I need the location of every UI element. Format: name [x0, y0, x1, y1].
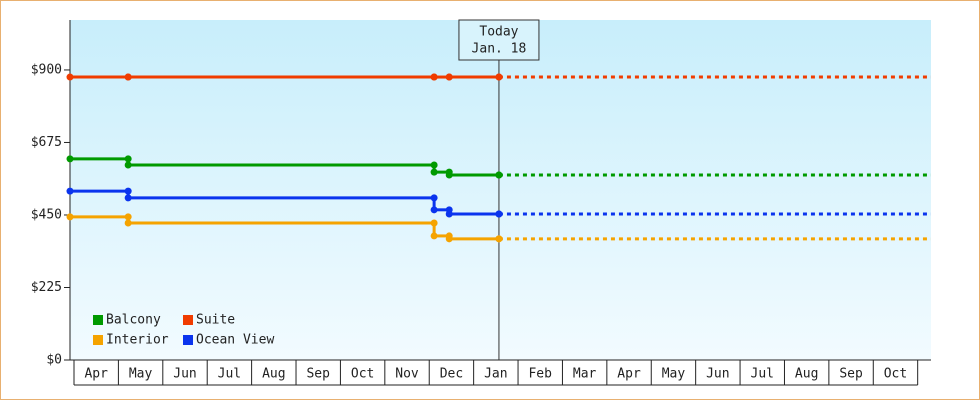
x-tick-label: Sep: [839, 367, 863, 382]
point: [495, 235, 503, 243]
y-tick-label: $675: [31, 135, 62, 150]
point: [495, 171, 503, 179]
point: [124, 73, 132, 81]
legend-swatch: [93, 315, 103, 325]
point: [430, 168, 438, 176]
point: [66, 187, 74, 195]
x-tick-label: Jul: [218, 367, 241, 382]
y-tick-label: $225: [31, 280, 62, 295]
legend-label: Suite: [196, 313, 235, 328]
legend-swatch: [93, 335, 103, 345]
x-tick-label: Aug: [795, 367, 818, 382]
y-tick-label: $900: [31, 62, 62, 77]
point: [124, 194, 132, 202]
point: [66, 213, 74, 221]
point: [445, 210, 453, 218]
point: [430, 206, 438, 214]
point: [124, 161, 132, 169]
x-tick-label: Jul: [751, 367, 774, 382]
step-corner: [124, 155, 132, 163]
x-tick-label: Aug: [262, 367, 285, 382]
point: [495, 73, 503, 81]
x-tick-label: Feb: [528, 367, 552, 382]
step-corner: [124, 213, 132, 221]
x-tick-label: May: [129, 367, 153, 382]
step-corner: [430, 194, 438, 202]
point: [445, 73, 453, 81]
x-tick-label: Oct: [351, 367, 374, 382]
x-tick-label: Nov: [395, 367, 419, 382]
x-tick-label: Oct: [884, 367, 907, 382]
today-label: Jan. 18: [472, 42, 527, 57]
point: [445, 171, 453, 179]
today-box: [458, 19, 540, 61]
x-tick-label: May: [662, 367, 686, 382]
step-corner: [124, 187, 132, 195]
x-tick-label: Sep: [306, 367, 330, 382]
plot-area: [70, 20, 931, 360]
x-tick-label: Jan: [484, 367, 507, 382]
point: [66, 155, 74, 163]
x-tick-label: Apr: [84, 367, 108, 382]
y-tick-label: $0: [46, 353, 62, 368]
x-tick-label: Jun: [706, 367, 729, 382]
legend-label: Interior: [106, 333, 169, 348]
point: [124, 219, 132, 227]
legend-label: Balcony: [106, 313, 161, 328]
x-tick-label: Dec: [440, 367, 463, 382]
x-tick-label: Mar: [573, 367, 597, 382]
point: [66, 73, 74, 81]
x-tick-label: Apr: [617, 367, 641, 382]
step-corner: [430, 161, 438, 169]
legend-label: Ocean View: [196, 333, 274, 348]
y-tick-label: $450: [31, 207, 62, 222]
point: [495, 210, 503, 218]
point: [430, 73, 438, 81]
point: [445, 235, 453, 243]
legend-swatch: [183, 335, 193, 345]
x-tick-label: Jun: [173, 367, 196, 382]
legend-swatch: [183, 315, 193, 325]
today-label: Today: [479, 25, 518, 40]
step-corner: [430, 219, 438, 227]
point: [430, 232, 438, 240]
